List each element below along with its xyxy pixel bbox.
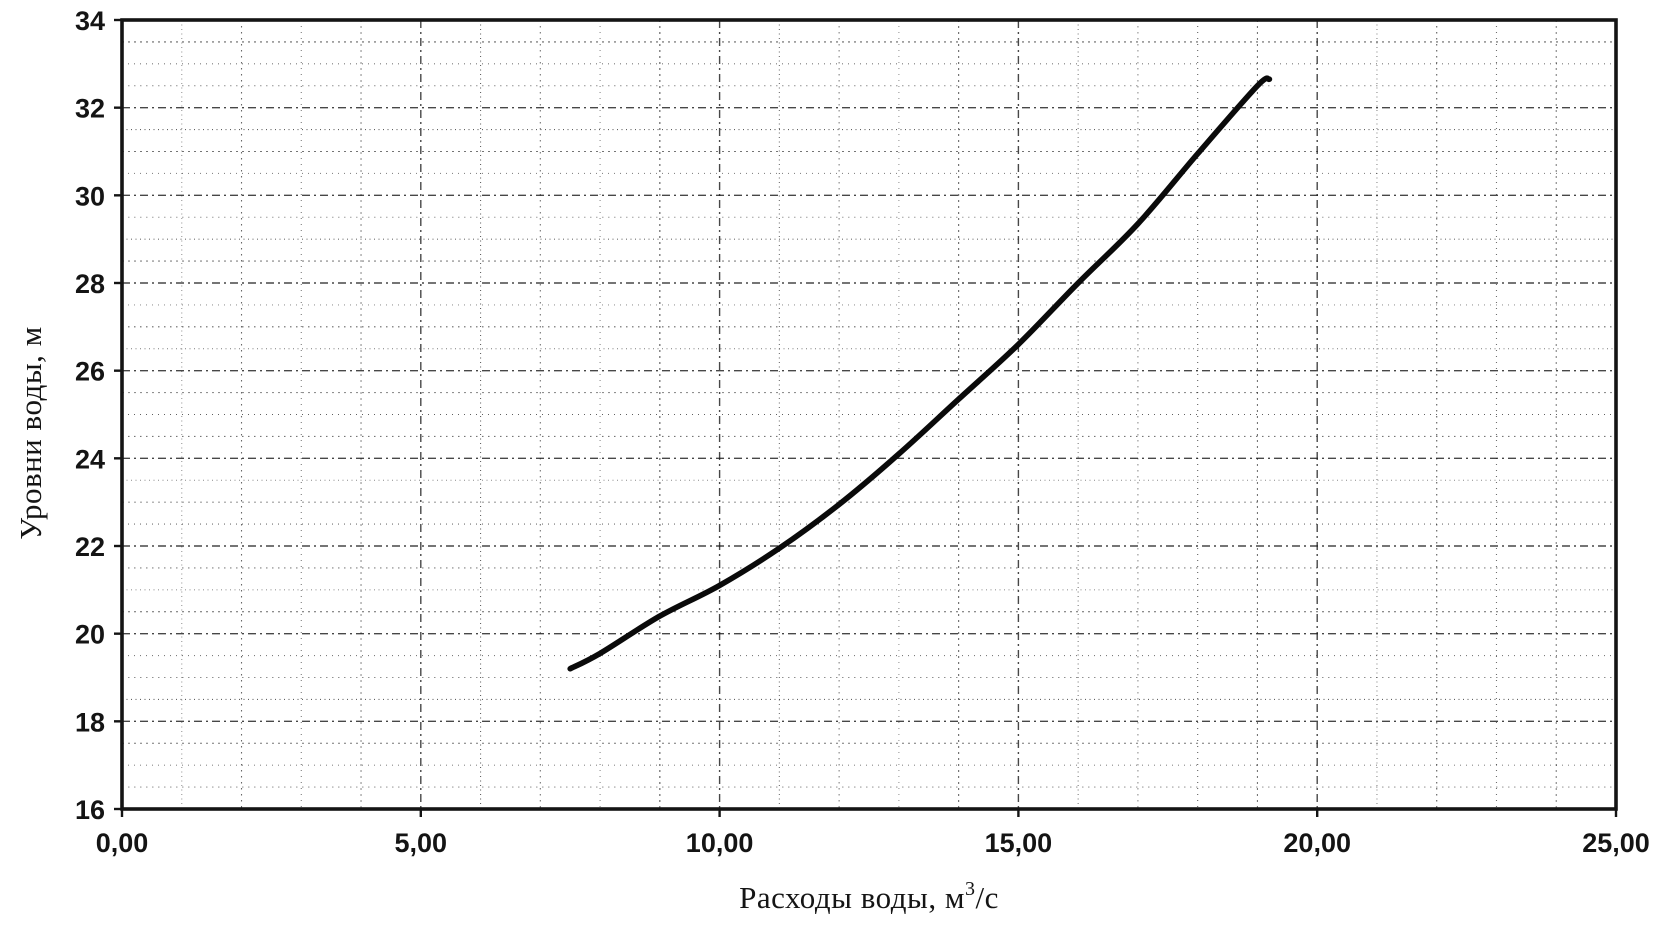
y-axis-title: Уровни воды, м (13, 326, 48, 540)
rating-curve (567, 75, 1273, 672)
x-axis-title-sup: 3 (965, 878, 976, 900)
y-tick-label: 32 (75, 94, 105, 124)
y-tick-label: 16 (75, 795, 105, 825)
x-tick-label: 0,00 (96, 828, 149, 858)
x-tick-label: 25,00 (1582, 828, 1650, 858)
y-tick-label: 22 (75, 532, 105, 562)
y-tick-label: 34 (75, 6, 105, 36)
y-tick-label: 20 (75, 620, 105, 650)
y-tick-label: 28 (75, 269, 105, 299)
y-tick-label: 18 (75, 707, 105, 737)
x-tick-label: 15,00 (985, 828, 1053, 858)
y-tick-label: 30 (75, 181, 105, 211)
grid-minor-lines (122, 20, 1616, 809)
x-tick-label: 10,00 (686, 828, 754, 858)
y-tick-label: 24 (75, 444, 105, 474)
plot-border (120, 18, 1618, 811)
grid-major-lines (122, 20, 1616, 809)
x-axis-title-unit: /с (975, 880, 999, 915)
x-axis-title: Расходы воды, м3/с (122, 878, 1616, 916)
y-tick-labels: 16 18 20 22 24 26 28 30 32 34 (75, 6, 105, 825)
x-tick-label: 5,00 (395, 828, 448, 858)
x-tick-labels: 0,00 5,00 10,00 15,00 20,00 25,00 (96, 828, 1650, 858)
y-tick-label: 26 (75, 357, 105, 387)
x-axis-title-text: Расходы воды, м (739, 880, 965, 915)
x-tick-label: 20,00 (1283, 828, 1351, 858)
axis-tick-marks (114, 18, 1618, 817)
